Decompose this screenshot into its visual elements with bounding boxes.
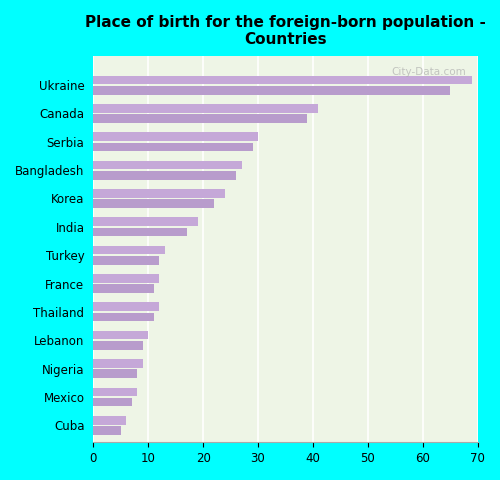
Bar: [94, 161, 242, 169]
Bar: [94, 284, 154, 293]
Bar: [94, 217, 198, 226]
Bar: [94, 274, 160, 283]
Bar: [94, 143, 252, 151]
Bar: [94, 132, 258, 141]
Bar: [94, 86, 450, 95]
Bar: [94, 387, 138, 396]
Bar: [94, 416, 126, 424]
Bar: [94, 189, 225, 198]
Bar: [94, 114, 308, 123]
Bar: [94, 75, 472, 84]
Bar: [94, 331, 148, 339]
Text: City-Data.com: City-Data.com: [392, 67, 466, 77]
Bar: [94, 256, 160, 264]
Bar: [94, 228, 186, 236]
Bar: [94, 341, 143, 350]
Bar: [94, 104, 318, 113]
Bar: [94, 370, 138, 378]
Bar: [94, 171, 236, 180]
Title: Place of birth for the foreign-born population -
Countries: Place of birth for the foreign-born popu…: [85, 15, 486, 48]
Bar: [94, 359, 143, 368]
Bar: [94, 199, 214, 208]
Bar: [94, 302, 160, 311]
Bar: [94, 398, 132, 407]
Bar: [94, 246, 164, 254]
Bar: [94, 426, 121, 435]
Bar: [94, 312, 154, 322]
